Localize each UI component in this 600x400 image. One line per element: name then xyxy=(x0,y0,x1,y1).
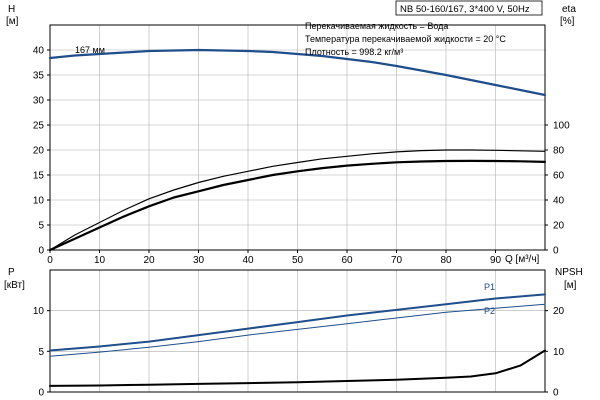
top-panel-left-tick-label: 0 xyxy=(38,246,44,257)
top-panel-x-tick-label: 70 xyxy=(391,255,403,266)
axes xyxy=(47,24,548,393)
bottom-panel-series-line-2 xyxy=(49,303,546,357)
info-block: Перекачиваемая жидкость = Вода Температу… xyxy=(305,21,506,57)
eta-axis-label-top: eta xyxy=(562,4,576,15)
top-panel-left-tick-label: 40 xyxy=(33,46,45,57)
top-panel-left-tick-label: 20 xyxy=(33,146,45,157)
chart-title: NB 50-160/167, 3*400 V, 50Hz xyxy=(400,4,530,15)
curve-label-p2: P2 xyxy=(484,306,495,316)
bottom-panel-left-tick-label: 5 xyxy=(38,347,44,358)
top-panel-x-tick-label: 50 xyxy=(292,255,304,266)
top-panel-x-tick-label: 60 xyxy=(341,255,353,266)
head-axis-label-bottom: [м] xyxy=(6,16,19,27)
top-panel-x-tick-label: 0 xyxy=(47,255,53,266)
top-panel-left-tick-label: 35 xyxy=(33,71,45,82)
curve-label-167mm: 167 мм xyxy=(75,45,105,55)
top-panel-series-line-2 xyxy=(49,149,546,251)
top-panel-x-tick-label: 10 xyxy=(94,255,106,266)
bottom-panel-right-tick-label: 0 xyxy=(553,388,559,399)
eta-axis-label-bottom: [%] xyxy=(560,16,575,27)
top-panel-x-tick-label: 30 xyxy=(193,255,205,266)
npsh-axis-label-top: NPSH xyxy=(555,267,583,278)
top-panel-right-tick-label: 60 xyxy=(553,171,565,182)
top-panel-right-tick-label: 100 xyxy=(553,121,570,132)
top-panel-series-line-3 xyxy=(48,159,547,252)
top-panel-x-tick-label: 90 xyxy=(490,255,502,266)
top-panel-x-tick-label: 80 xyxy=(440,255,452,266)
bottom-panel-series-line-3 xyxy=(49,349,546,387)
flow-axis-label: Q [м³/ч] xyxy=(505,254,540,265)
power-axis-label-top: P xyxy=(8,267,15,278)
top-panel-x-tick-label: 20 xyxy=(143,255,155,266)
bottom-panel-frame xyxy=(49,269,546,393)
bottom-panel-left-tick-label: 0 xyxy=(38,388,44,399)
series-lines xyxy=(48,48,547,387)
top-panel-left-tick-label: 15 xyxy=(33,171,45,182)
bottom-panel-grid xyxy=(50,270,545,392)
top-panel-right-tick-label: 0 xyxy=(553,246,559,257)
top-panel-left-tick-label: 5 xyxy=(38,221,44,232)
top-panel-series-line-1 xyxy=(48,48,547,97)
bottom-panel-right-tick-label: 10 xyxy=(553,347,565,358)
top-panel-x-tick-label: 40 xyxy=(242,255,254,266)
top-panel-right-tick-label: 80 xyxy=(553,146,565,157)
head-axis-label-top: H xyxy=(8,4,15,15)
bottom-panel-left-tick-label: 10 xyxy=(33,306,45,317)
power-axis-label-bottom: [кВт] xyxy=(4,280,25,291)
info-line-temperature: Температура перекачиваемой жидкости = 20… xyxy=(305,34,506,44)
top-panel-right-tick-label: 20 xyxy=(553,221,565,232)
bottom-panel-right-tick-label: 20 xyxy=(553,306,565,317)
bottom-panel-series-line-1 xyxy=(49,293,546,352)
top-panel-left-tick-label: 25 xyxy=(33,121,45,132)
info-line-density: Плотность = 998.2 кг/м³ xyxy=(305,47,403,57)
npsh-axis-label-bottom: [м] xyxy=(564,280,577,291)
info-line-fluid: Перекачиваемая жидкость = Вода xyxy=(305,21,448,31)
top-panel-left-tick-label: 10 xyxy=(33,196,45,207)
top-panel-right-tick-label: 40 xyxy=(553,196,565,207)
curve-label-p1: P1 xyxy=(484,282,495,292)
top-panel-left-tick-label: 30 xyxy=(33,96,45,107)
chart-title-box xyxy=(395,0,543,16)
